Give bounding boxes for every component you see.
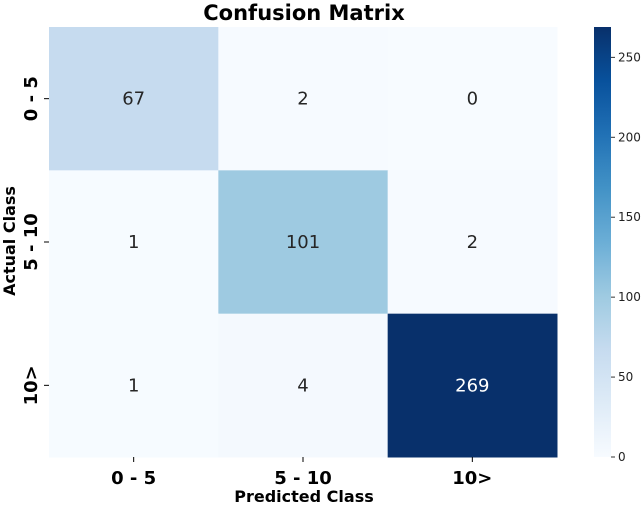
heatmap-cells: 67 2 0 1 101 2 1 4 269: [49, 27, 558, 458]
colorbar: [594, 27, 611, 457]
x-axis-label: Predicted Class: [234, 487, 373, 506]
heatmap-cell: [49, 27, 219, 171]
cell-value-label: 2: [467, 232, 478, 253]
y-tick-labels: 0 - 5 5 - 10 10>: [21, 76, 49, 405]
chart-title: Confusion Matrix: [203, 1, 405, 25]
cell-value-label: 4: [297, 375, 308, 396]
colorbar-tick-label: 250: [618, 50, 641, 64]
cell-value-label: 67: [122, 89, 145, 110]
colorbar-tick-label: 150: [618, 210, 641, 224]
y-tick-label: 0 - 5: [21, 76, 42, 121]
y-tick-label: 10>: [21, 365, 42, 405]
heatmap-cell: [387, 27, 558, 171]
x-tick-labels: 0 - 5 5 - 10 10>: [111, 457, 492, 489]
heatmap-cell: [218, 313, 389, 458]
heatmap-cell: [387, 313, 558, 458]
x-tick-label: 0 - 5: [111, 468, 156, 489]
heatmap-cell: [49, 313, 219, 458]
heatmap-cell: [218, 170, 389, 315]
x-tick-label: 5 - 10: [274, 468, 332, 489]
cell-value-label: 0: [467, 89, 478, 110]
cell-value-label: 101: [286, 232, 320, 253]
y-tick-label: 5 - 10: [21, 213, 42, 271]
colorbar-tick-label: 100: [618, 290, 641, 304]
heatmap-cell: [387, 170, 558, 315]
cell-value-label: 1: [128, 232, 139, 253]
cell-value-label: 1: [128, 375, 139, 396]
cell-value-label: 2: [297, 89, 308, 110]
y-axis-label: Actual Class: [0, 186, 19, 296]
colorbar-tick-label: 200: [618, 130, 641, 144]
cell-value-label: 269: [455, 375, 489, 396]
colorbar-tick-label: 0: [618, 450, 626, 464]
heatmap-cell: [218, 27, 389, 171]
colorbar-ticks: 0 50 100 150 200 250: [611, 50, 641, 464]
heatmap-cell: [49, 170, 219, 315]
x-tick-label: 10>: [452, 468, 492, 489]
colorbar-tick-label: 50: [618, 370, 633, 384]
